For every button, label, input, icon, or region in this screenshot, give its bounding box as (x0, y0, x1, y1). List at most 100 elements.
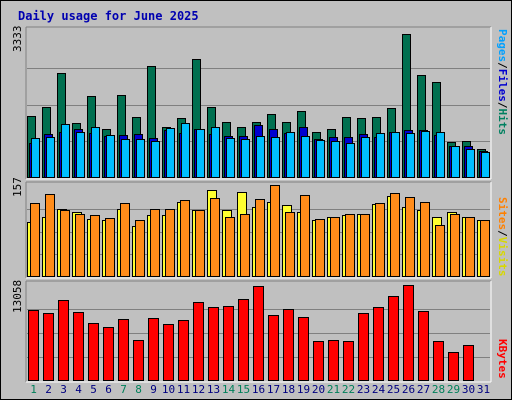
day-label-27: 27 (416, 383, 431, 396)
hits-files-pages-pages-bar-day-11 (181, 123, 190, 178)
visits-sites-sites-bar-day-8 (135, 220, 145, 277)
hits-files-pages-pages-bar-day-30 (466, 149, 475, 178)
kbytes-kbytes-bar-day-15 (238, 299, 249, 381)
kbytes-kbytes-bar-day-17 (268, 315, 279, 381)
day-label-18: 18 (281, 383, 296, 396)
kbytes-kbytes-bar-day-2 (43, 313, 54, 381)
kbytes-kbytes-bar-day-28 (433, 341, 444, 381)
hits-files-pages-pages-bar-day-23 (361, 137, 370, 178)
visits-sites-legend-part-3: Visits (496, 236, 509, 277)
visits-sites-sites-bar-day-30 (465, 217, 475, 277)
hits-files-pages-pages-bar-day-26 (406, 133, 415, 178)
kbytes-kbytes-bar-day-30 (463, 345, 474, 381)
hits-files-pages-pages-bar-day-17 (271, 137, 280, 178)
visits-sites-sites-bar-day-25 (390, 193, 400, 277)
day-label-2: 2 (45, 383, 52, 396)
hits-files-pages-pages-bar-day-5 (91, 127, 100, 178)
day-label-25: 25 (386, 383, 401, 396)
day-label-29: 29 (446, 383, 461, 396)
day-label-8: 8 (135, 383, 142, 396)
visits-sites-sites-bar-day-17 (270, 185, 280, 277)
kbytes-kbytes-bar-day-12 (193, 302, 204, 381)
hits-files-pages-pages-bar-day-18 (286, 132, 295, 178)
kbytes-kbytes-bar-day-13 (208, 307, 219, 381)
hits-files-pages-pages-bar-day-20 (316, 140, 325, 178)
visits-sites-sites-bar-day-5 (90, 215, 100, 277)
day-label-9: 9 (150, 383, 157, 396)
visits-sites-sites-bar-day-10 (165, 209, 175, 277)
hits-files-pages-pages-bar-day-15 (241, 139, 250, 178)
hits-files-pages-legend-part-1: Pages (496, 29, 509, 63)
hits-files-pages-pages-bar-day-27 (421, 131, 430, 178)
kbytes-kbytes-bar-day-24 (373, 307, 384, 381)
visits-sites-sites-bar-day-15 (240, 214, 250, 277)
hits-files-pages-pages-bar-day-24 (376, 133, 385, 178)
hits-files-pages-pages-bar-day-7 (121, 139, 130, 178)
kbytes-kbytes-bar-day-8 (133, 340, 144, 381)
visits-sites-sites-bar-day-28 (435, 225, 445, 277)
hits-panel-legend: Pages/Files/Hits (496, 29, 509, 135)
day-label-26: 26 (401, 383, 416, 396)
hits-files-pages-pages-bar-day-22 (346, 143, 355, 178)
hits-files-pages-pages-bar-day-21 (331, 141, 340, 178)
day-label-22: 22 (341, 383, 356, 396)
visits-panel-ymax-label: 157 (11, 177, 24, 197)
visits-sites-sites-bar-day-4 (75, 214, 85, 277)
hits-files-pages-pages-bar-day-12 (196, 129, 205, 178)
day-label-15: 15 (236, 383, 251, 396)
chart-title: Daily usage for June 2025 (18, 9, 199, 23)
kbytes-kbytes-bar-day-26 (403, 285, 414, 381)
hits-files-pages-pages-bar-day-28 (436, 132, 445, 178)
hits-files-pages-legend-part-3: Files (496, 68, 509, 102)
visits-sites-sites-bar-day-21 (330, 217, 340, 277)
hits-panel-ymax-label: 3333 (11, 25, 24, 53)
visits-sites-sites-bar-day-1 (30, 203, 40, 277)
kbytes-kbytes-bar-day-18 (283, 309, 294, 381)
hits-files-pages-pages-bar-day-3 (61, 124, 70, 178)
day-label-30: 30 (461, 383, 476, 396)
visits-sites-sites-bar-day-20 (315, 219, 325, 277)
visits-sites-sites-bar-day-12 (195, 210, 205, 277)
hits-files-pages-pages-bar-day-31 (481, 152, 490, 178)
hits-files-pages-pages-bar-day-19 (301, 136, 310, 178)
day-label-7: 7 (120, 383, 127, 396)
visits-sites-sites-bar-day-9 (150, 209, 160, 277)
kbytes-kbytes-bar-day-3 (58, 300, 69, 381)
day-label-14: 14 (221, 383, 236, 396)
visits-sites-sites-bar-day-22 (345, 214, 355, 277)
visits-sites-sites-bar-day-18 (285, 212, 295, 277)
hits-files-pages-pages-bar-day-9 (151, 141, 160, 178)
kbytes-kbytes-bar-day-23 (358, 313, 369, 381)
kbytes-kbytes-bar-day-7 (118, 319, 129, 381)
day-label-11: 11 (176, 383, 191, 396)
visits-sites-sites-bar-day-14 (225, 217, 235, 277)
hits-files-pages-pages-bar-day-1 (31, 138, 40, 178)
kbytes-kbytes-bar-day-9 (148, 318, 159, 381)
day-label-23: 23 (356, 383, 371, 396)
visits-panel-legend: Sites/Visits (496, 197, 509, 277)
hits-files-pages-pages-bar-day-10 (166, 128, 175, 178)
visits-sites-sites-bar-day-29 (450, 214, 460, 277)
visits-sites-sites-bar-day-7 (120, 203, 130, 277)
kbytes-kbytes-bar-day-20 (313, 341, 324, 381)
kbytes-kbytes-bar-day-16 (253, 286, 264, 381)
day-label-17: 17 (266, 383, 281, 396)
hits-files-pages-pages-bar-day-6 (106, 135, 115, 178)
kbytes-kbytes-bar-day-19 (298, 317, 309, 381)
day-label-20: 20 (311, 383, 326, 396)
day-label-6: 6 (105, 383, 112, 396)
day-label-4: 4 (75, 383, 82, 396)
day-label-5: 5 (90, 383, 97, 396)
hits-files-pages-pages-bar-day-4 (76, 132, 85, 178)
kbytes-kbytes-bar-day-6 (103, 327, 114, 381)
kbytes-panel-ymax-label: 13058 (11, 279, 24, 313)
visits-sites-sites-bar-day-13 (210, 198, 220, 277)
visits-sites-sites-bar-day-19 (300, 195, 310, 277)
visits-sites-legend-part-1: Sites (496, 197, 509, 231)
visits-sites-sites-bar-day-6 (105, 218, 115, 277)
kbytes-kbytes-bar-day-27 (418, 311, 429, 381)
day-label-13: 13 (206, 383, 221, 396)
visits-sites-sites-bar-day-26 (405, 197, 415, 277)
